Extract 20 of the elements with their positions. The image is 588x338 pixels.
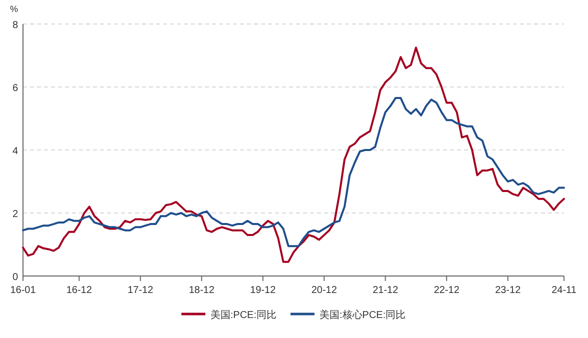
y-tick-label: 4 <box>12 146 18 157</box>
line-series <box>22 46 565 263</box>
x-tick-label: 17-12 <box>128 285 154 296</box>
legend-label: 美国:PCE:同比 <box>210 309 276 321</box>
y-tick-label: 6 <box>12 83 18 94</box>
x-tick-label: 24-11 <box>552 285 577 296</box>
y-tick-label: 2 <box>12 209 18 220</box>
y-tick-label: 8 <box>12 20 18 31</box>
x-tick-label: 19-12 <box>250 285 276 296</box>
x-tick-label: 23-12 <box>495 285 522 296</box>
x-tick-label: 18-12 <box>188 285 215 296</box>
line-series <box>22 97 565 248</box>
y-axis-title: % <box>10 4 18 14</box>
x-tick-label: 20-12 <box>311 285 338 296</box>
x-tick-label: 21-12 <box>372 285 399 296</box>
x-tick-label: 16-12 <box>66 285 92 296</box>
x-tick-label: 22-12 <box>434 285 460 296</box>
x-tick-label: 16-01 <box>10 285 36 296</box>
y-tick-label: 0 <box>12 272 18 283</box>
legend-label: 美国:核心PCE:同比 <box>320 309 406 321</box>
